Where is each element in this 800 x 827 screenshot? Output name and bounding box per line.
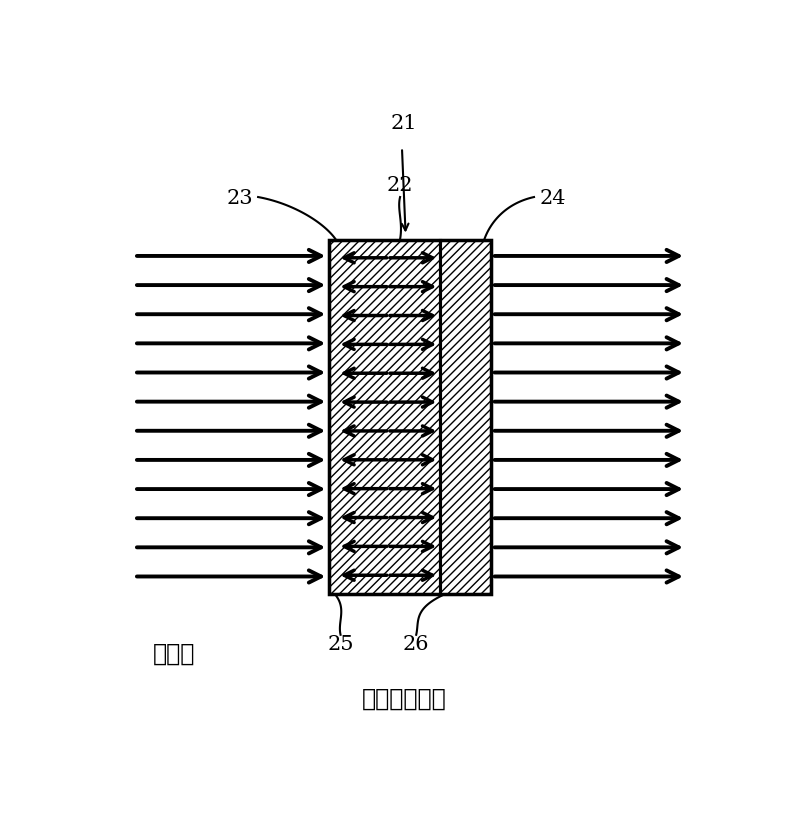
Bar — [330, 241, 490, 594]
Text: 激发光: 激发光 — [154, 641, 195, 665]
Bar — [330, 241, 440, 594]
Text: 26: 26 — [403, 634, 430, 653]
Text: 25: 25 — [327, 634, 354, 653]
Text: 激发光的共振: 激发光的共振 — [362, 686, 446, 710]
Text: 24: 24 — [539, 189, 566, 208]
Bar — [440, 241, 490, 594]
Text: 22: 22 — [387, 175, 414, 194]
Text: 23: 23 — [226, 189, 253, 208]
Text: 21: 21 — [390, 114, 417, 133]
